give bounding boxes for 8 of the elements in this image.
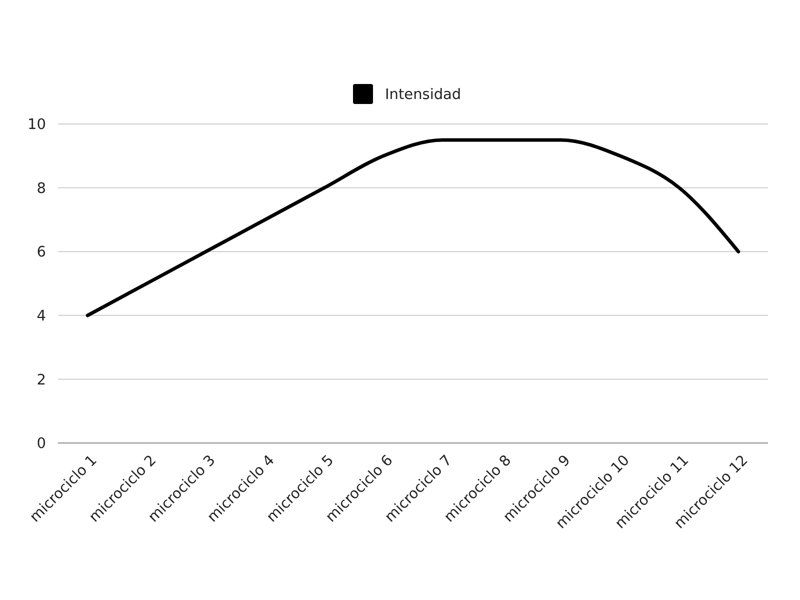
y-tick-label: 8 (36, 180, 46, 197)
legend-label: Intensidad (385, 87, 462, 104)
y-tick-label: 6 (36, 244, 46, 261)
y-tick-label: 2 (36, 372, 46, 388)
y-tick-label: 4 (36, 308, 46, 324)
line-series (86, 138, 740, 318)
y-tick-label: 10 (28, 117, 46, 134)
y-tick-label: 0 (36, 436, 46, 452)
